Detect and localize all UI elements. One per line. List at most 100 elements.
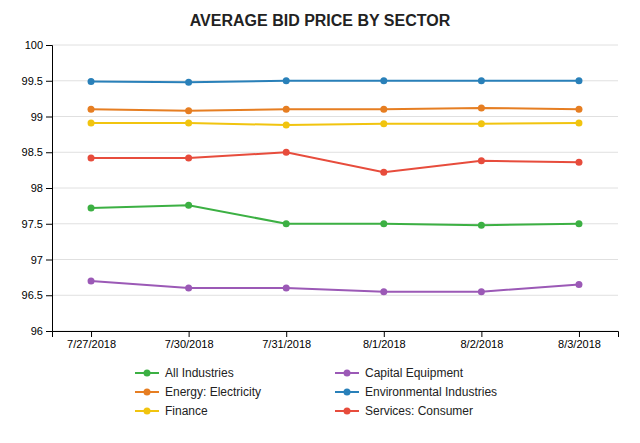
point xyxy=(185,79,192,86)
point xyxy=(283,220,290,227)
legend-label: Finance xyxy=(165,404,208,418)
series-line xyxy=(91,281,579,292)
tick-label: 8/3/2018 xyxy=(558,338,601,350)
x-axis: 7/27/2018 7/30/2018 7/31/2018 8/1/2018 8/2/2… xyxy=(53,331,619,350)
point xyxy=(88,119,95,126)
tick-mark xyxy=(384,331,385,337)
tick-label: 7/31/2018 xyxy=(262,338,311,350)
legend-label: Services: Consumer xyxy=(365,404,473,418)
legend-item: All Industries xyxy=(135,366,234,380)
tick-mark xyxy=(46,224,52,225)
legend-item: Environmental Industries xyxy=(335,385,497,399)
series-line xyxy=(91,152,579,172)
point xyxy=(575,106,582,113)
point xyxy=(283,77,290,84)
tick-label: 96 xyxy=(31,325,43,337)
legend-marker xyxy=(144,370,151,377)
point xyxy=(575,220,582,227)
point xyxy=(380,106,387,113)
series-line xyxy=(91,108,579,111)
point xyxy=(283,149,290,156)
tick-mark xyxy=(46,331,52,332)
series xyxy=(88,119,583,128)
grid xyxy=(52,45,618,331)
tick-label: 99 xyxy=(31,111,43,123)
point xyxy=(380,77,387,84)
x-tick: 7/27/2018 xyxy=(67,331,116,350)
tick-label: 7/27/2018 xyxy=(67,338,116,350)
chart: AVERAGE BID PRICE BY SECTOR9696.59797.59… xyxy=(0,0,640,443)
y-axis: 9696.59797.59898.59999.5100 xyxy=(22,39,53,337)
legend-label: Capital Equipment xyxy=(365,366,464,380)
legend-item: Capital Equipment xyxy=(335,366,464,380)
point xyxy=(380,288,387,295)
y-tick: 98.5 xyxy=(22,146,52,158)
series xyxy=(88,202,583,229)
point xyxy=(478,104,485,111)
y-tick: 99 xyxy=(31,111,52,123)
point xyxy=(478,157,485,164)
tick-mark xyxy=(46,295,52,296)
point xyxy=(380,220,387,227)
tick-mark xyxy=(286,331,287,337)
grid-line xyxy=(52,295,618,296)
y-tick: 96.5 xyxy=(22,289,52,301)
x-tick: 8/1/2018 xyxy=(363,331,406,350)
point xyxy=(478,288,485,295)
x-tick: 8/2/2018 xyxy=(460,331,503,350)
point xyxy=(478,222,485,229)
legend-label: All Industries xyxy=(165,366,234,380)
point xyxy=(575,159,582,166)
x-tick: 7/31/2018 xyxy=(262,331,311,350)
series-line xyxy=(91,205,579,225)
point xyxy=(185,285,192,292)
grid-line xyxy=(52,80,618,81)
y-tick: 98 xyxy=(31,182,52,194)
tick-mark xyxy=(46,81,52,82)
point xyxy=(88,78,95,85)
tick-label: 98 xyxy=(31,182,43,194)
legend-marker xyxy=(144,408,151,415)
point xyxy=(575,119,582,126)
tick-label: 7/30/2018 xyxy=(165,338,214,350)
tick-mark xyxy=(189,331,190,337)
point xyxy=(478,120,485,127)
point xyxy=(575,281,582,288)
x-tick: 7/30/2018 xyxy=(165,331,214,350)
legend-item: Finance xyxy=(135,404,208,418)
legend-marker xyxy=(344,389,351,396)
legend: All IndustriesCapital EquipmentEnergy: E… xyxy=(135,366,497,418)
grid-line xyxy=(52,188,618,189)
point xyxy=(88,106,95,113)
point xyxy=(88,205,95,212)
axis-line xyxy=(46,46,53,332)
point xyxy=(88,277,95,284)
point xyxy=(380,120,387,127)
tick-mark xyxy=(46,188,52,189)
point xyxy=(478,77,485,84)
series xyxy=(88,149,583,176)
series-line xyxy=(91,81,579,82)
series xyxy=(88,77,583,85)
tick-mark xyxy=(46,152,52,153)
y-tick: 97 xyxy=(31,254,52,266)
legend-marker xyxy=(144,389,151,396)
x-tick: 8/3/2018 xyxy=(558,331,601,350)
series-group xyxy=(88,77,583,295)
grid-line xyxy=(52,116,618,117)
y-tick: 99.5 xyxy=(22,75,52,87)
point xyxy=(283,285,290,292)
tick-mark xyxy=(46,45,52,46)
grid-line xyxy=(52,152,618,153)
axis-line xyxy=(53,332,619,338)
point xyxy=(185,154,192,161)
legend-label: Environmental Industries xyxy=(365,385,497,399)
point xyxy=(283,122,290,129)
y-tick: 100 xyxy=(25,39,52,51)
point xyxy=(185,119,192,126)
legend-item: Services: Consumer xyxy=(335,404,473,418)
grid-line xyxy=(52,259,618,260)
point xyxy=(283,106,290,113)
point xyxy=(575,77,582,84)
point xyxy=(88,154,95,161)
